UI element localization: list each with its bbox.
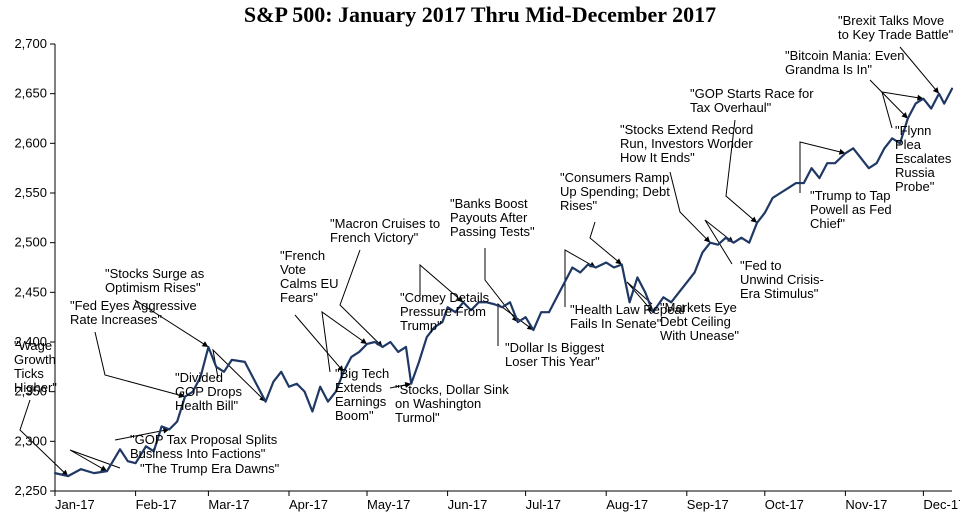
sp500-annotated-line-chart: S&P 500: January 2017 Thru Mid-December … (0, 0, 960, 519)
x-tick-label: Feb-17 (136, 497, 177, 512)
x-tick-label: Aug-17 (606, 497, 648, 512)
y-tick-label: 2,550 (14, 185, 47, 200)
annotation-label: "WageGrowthTicksHigher" (14, 338, 57, 395)
y-tick-label: 2,700 (14, 36, 47, 51)
annotation-label: "Dollar Is BiggestLoser This Year" (505, 340, 605, 369)
annotation-label: "Markets EyeDebt CeilingWith Unease" (660, 300, 739, 343)
x-tick-label: Oct-17 (765, 497, 804, 512)
x-tick-label: Jan-17 (55, 497, 95, 512)
x-tick-label: Dec-17 (923, 497, 960, 512)
y-tick-label: 2,450 (14, 284, 47, 299)
x-tick-label: Apr-17 (289, 497, 328, 512)
x-tick-label: Nov-17 (845, 497, 887, 512)
y-tick-label: 2,650 (14, 86, 47, 101)
annotation-label: "GOP Tax Proposal SplitsBusiness Into Fa… (130, 432, 278, 461)
x-tick-label: Jun-17 (448, 497, 488, 512)
x-tick-label: Mar-17 (208, 497, 249, 512)
x-tick-label: Sep-17 (687, 497, 729, 512)
y-tick-label: 2,500 (14, 235, 47, 250)
y-tick-label: 2,600 (14, 135, 47, 150)
annotation-label: "Stocks Surge asOptimism Rises" (105, 266, 205, 295)
annotation-label: "The Trump Era Dawns" (140, 461, 280, 476)
x-tick-label: Jul-17 (526, 497, 561, 512)
x-tick-label: May-17 (367, 497, 410, 512)
y-tick-label: 2,250 (14, 483, 47, 498)
annotation-label: "Brexit Talks Moveto Key Trade Battle" (838, 13, 954, 42)
chart-title: S&P 500: January 2017 Thru Mid-December … (244, 2, 716, 27)
annotation-label: "Banks BoostPayouts AfterPassing Tests" (450, 196, 535, 239)
